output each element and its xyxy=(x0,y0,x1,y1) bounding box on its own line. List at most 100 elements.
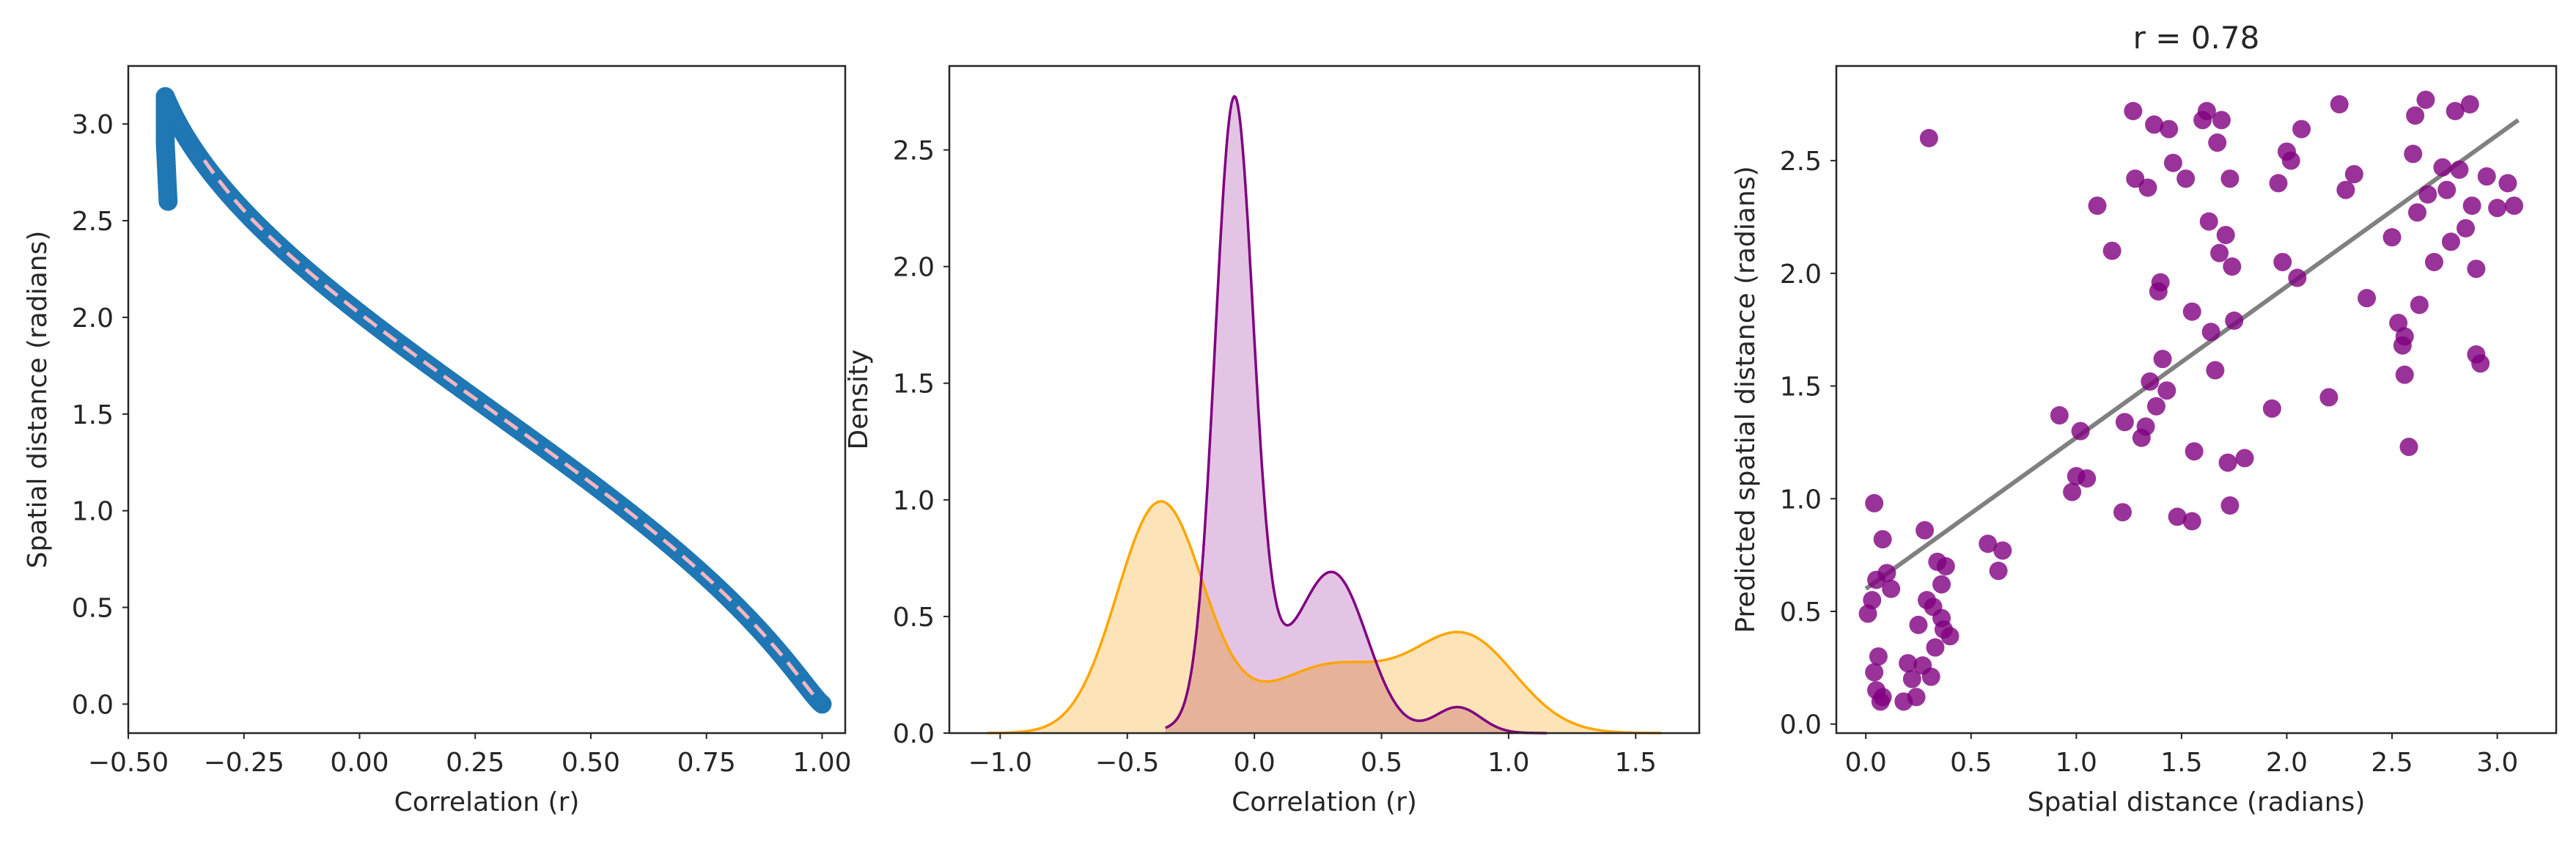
scatter-point xyxy=(2358,289,2377,308)
x-tick-label: 2.5 xyxy=(2371,748,2413,778)
scatter-point xyxy=(2146,397,2165,416)
scatter-point xyxy=(2450,160,2469,179)
scatter-point xyxy=(2136,417,2155,436)
panel-1: −0.50 −0.25 0.00 0.25 0.50 0.75 1.00 0.0 0.5 1.0 1… xyxy=(23,65,852,817)
x-tick-label: 1.0 xyxy=(2056,748,2097,778)
y-tick-label: 2.0 xyxy=(893,253,935,283)
scatter-point xyxy=(2404,144,2423,163)
scatter-point xyxy=(2406,106,2425,125)
x-tick-label: −0.25 xyxy=(204,748,284,778)
scatter-point xyxy=(2457,218,2476,238)
scatter-point xyxy=(2330,95,2349,114)
scatter-point xyxy=(2446,101,2465,120)
scatter-point xyxy=(2281,151,2300,170)
x-tick-label: 3.0 xyxy=(2476,748,2518,778)
scatter-point xyxy=(2467,260,2486,279)
x-tick-label: −0.5 xyxy=(1095,748,1159,778)
scatter-point xyxy=(1989,562,2008,581)
scatter-point xyxy=(2141,372,2160,391)
scatter-point xyxy=(2220,496,2240,515)
scatter-point xyxy=(2145,115,2164,134)
scatter-point xyxy=(2212,111,2231,130)
scatter-point xyxy=(2138,178,2157,197)
scatter-point xyxy=(2225,311,2244,330)
scatter-point xyxy=(2168,507,2187,526)
scatter-point xyxy=(2418,185,2437,204)
scatter-point xyxy=(2488,199,2507,218)
scatter-point xyxy=(1865,493,1884,512)
scatter-point xyxy=(2262,399,2281,418)
scatter-point xyxy=(2197,101,2216,120)
x-tick-label: 0.0 xyxy=(1845,748,1887,778)
scatter-point xyxy=(2288,268,2307,287)
scatter-point xyxy=(1899,654,1918,673)
scatter-point xyxy=(2223,257,2242,276)
panel-3: 0.0 0.5 1.0 1.5 2.0 2.5 3.00.00.51.01.52.02.5S… xyxy=(1731,20,2558,817)
x-tick-label: 1.5 xyxy=(1615,748,1657,778)
scatter-point xyxy=(2407,203,2426,222)
scatter-point xyxy=(2115,413,2134,432)
x-axis-label: Correlation (r) xyxy=(1232,787,1417,817)
scatter-point xyxy=(2210,243,2229,262)
scatter-point xyxy=(2382,228,2402,247)
y-axis-label: Density xyxy=(844,350,874,450)
y-axis-label: Spatial distance (radians) xyxy=(23,231,53,569)
scatter-point xyxy=(155,91,175,111)
scatter-point xyxy=(2424,252,2443,271)
scatter-point xyxy=(2416,90,2435,109)
scatter-point xyxy=(2292,119,2311,139)
scatter-point xyxy=(1907,688,1926,707)
y-axis-label: Predicted spatial distance (radians) xyxy=(1731,166,1761,633)
scatter-point xyxy=(2235,449,2254,468)
scatter-point xyxy=(1993,541,2012,560)
scatter-point xyxy=(2151,273,2170,292)
scatter-point xyxy=(1916,521,1935,540)
x-tick-label: 1.00 xyxy=(792,748,851,778)
x-tick-label: 0.0 xyxy=(1234,748,1276,778)
scatter-point xyxy=(2088,196,2107,216)
x-tick-label: −0.50 xyxy=(88,748,169,778)
scatter-point xyxy=(2153,350,2172,369)
scatter-point xyxy=(2498,174,2517,193)
y-tick-label: 0.0 xyxy=(72,690,114,720)
purple-density-line xyxy=(1165,95,1547,735)
y-tick-label: 2.0 xyxy=(72,304,114,334)
scatter-point xyxy=(2078,469,2097,488)
x-tick-label: −1.0 xyxy=(968,748,1032,778)
scatter-point xyxy=(2462,196,2481,216)
x-axis-label: Spatial distance (radians) xyxy=(2028,787,2366,817)
y-tick-label: 1.5 xyxy=(1780,372,1822,402)
purple-density-fill xyxy=(1165,96,1547,734)
regression-line xyxy=(1864,118,2520,591)
scatter-point xyxy=(1902,669,1921,688)
scatter-point xyxy=(1979,534,1998,553)
x-tick-label: 0.5 xyxy=(1361,748,1402,778)
scatter-point xyxy=(2410,295,2429,315)
y-tick-label: 0.5 xyxy=(1780,597,1822,628)
y-tick-label: 2.5 xyxy=(893,136,935,166)
scatter-point xyxy=(2102,241,2121,260)
fit-line-dashed xyxy=(198,152,815,696)
scatter-point xyxy=(2471,354,2490,373)
scatter-points-1 xyxy=(155,87,832,714)
x-tick-label: 0.5 xyxy=(1950,748,1992,778)
scatter-point xyxy=(2126,169,2145,188)
y-tick-label: 2.0 xyxy=(1780,260,1822,290)
axes-frame-3 xyxy=(1835,65,2558,735)
x-tick-label: 0.50 xyxy=(562,748,620,778)
scatter-point xyxy=(2395,327,2414,346)
scatter-point xyxy=(2273,252,2292,271)
scatter-point xyxy=(1877,564,1896,583)
y-tick-label: 1.5 xyxy=(72,400,114,430)
y-tick-label: 2.5 xyxy=(1780,147,1822,177)
scatter-point xyxy=(2395,365,2414,384)
scatter-point xyxy=(2208,133,2227,152)
scatter-point xyxy=(1919,128,1938,147)
scatter-point xyxy=(2185,442,2204,461)
scatter-point xyxy=(2182,512,2201,531)
scatter-point xyxy=(2220,169,2240,188)
scatter-point xyxy=(2437,180,2457,199)
scatter-point xyxy=(2216,226,2235,245)
scatter-point xyxy=(1940,627,1959,646)
x-tick-label: 0.00 xyxy=(330,748,389,778)
